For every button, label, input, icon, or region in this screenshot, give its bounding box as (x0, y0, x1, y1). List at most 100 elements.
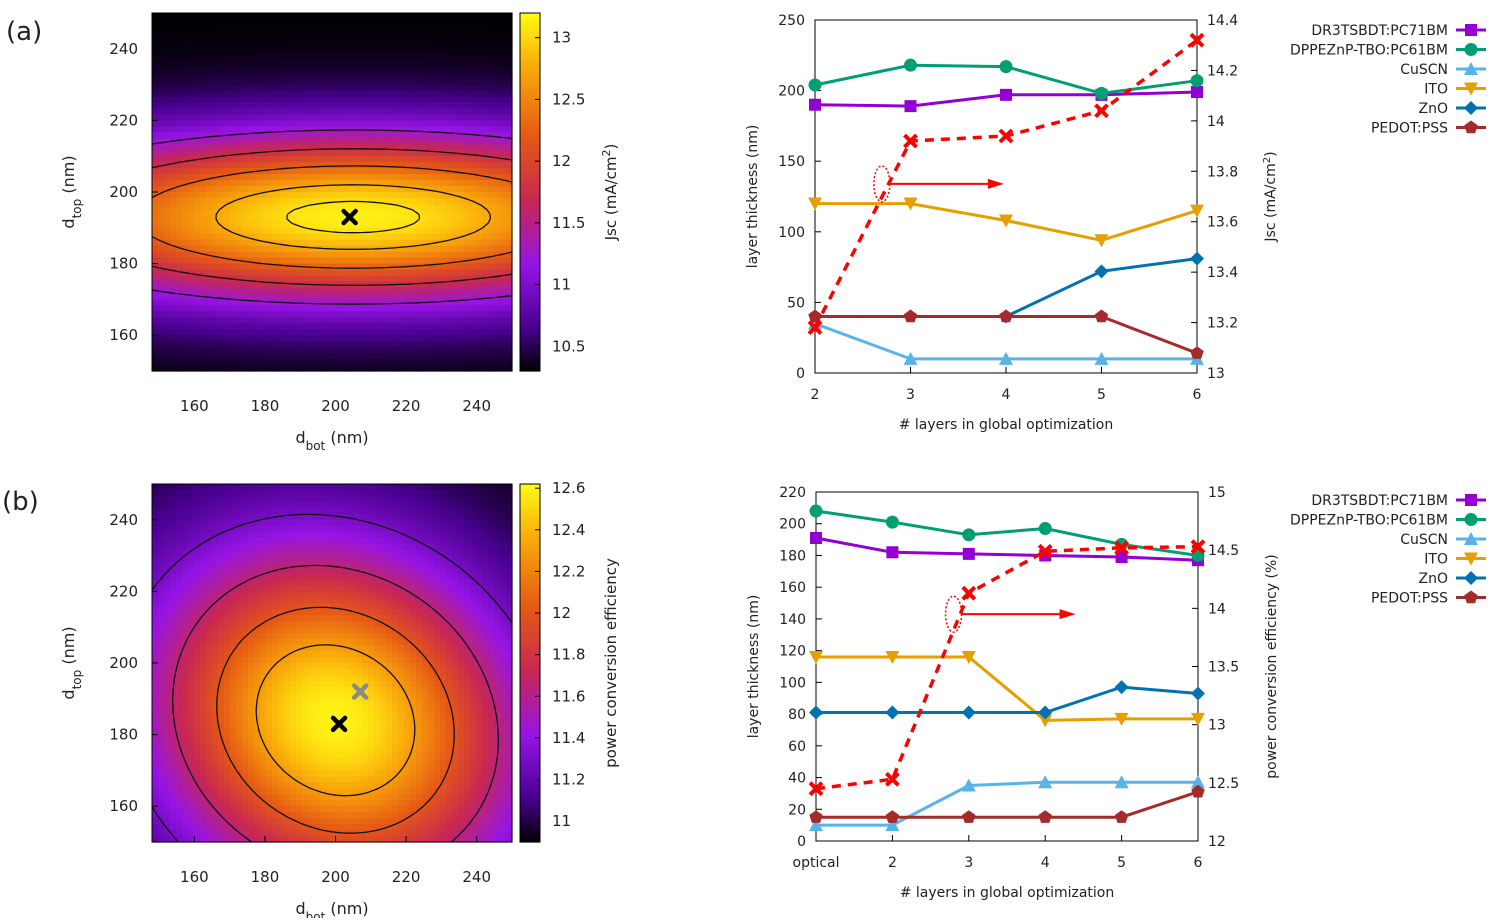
heatmap-cell (386, 234, 393, 241)
heatmap-cell (266, 37, 273, 44)
heatmap-cell (176, 717, 183, 724)
heatmap-cell (404, 73, 411, 80)
heatmap-cell (476, 299, 483, 306)
heatmap-cell (260, 764, 267, 771)
heatmap-cell (446, 353, 453, 360)
heatmap-cell (152, 347, 159, 354)
heatmap-cell (254, 43, 261, 50)
heatmap-cell (260, 490, 267, 497)
heatmap-cell (326, 287, 333, 294)
heatmap-cell (488, 13, 495, 20)
heatmap-cell (284, 31, 291, 38)
heatmap-cell (254, 126, 261, 133)
heatmap-cell (152, 574, 159, 581)
heatmap-cell (482, 37, 489, 44)
heatmap-cell (242, 270, 249, 277)
heatmap-cell (470, 150, 477, 157)
heatmap-cell (272, 31, 279, 38)
heatmap-cell (380, 347, 387, 354)
heatmap-cell (254, 353, 261, 360)
heatmap-cell (440, 305, 447, 312)
heatmap-cell (224, 550, 231, 557)
heatmap-cell (290, 114, 297, 121)
heatmap-cell (302, 317, 309, 324)
heatmap-cell (260, 711, 267, 718)
heatmap-cell (470, 216, 477, 223)
heatmap-cell (248, 97, 255, 104)
heatmap-cell (278, 198, 285, 205)
heatmap-cell (200, 31, 207, 38)
heatmap-cell (212, 502, 219, 509)
heatmap-cell (320, 150, 327, 157)
heatmap-cell (230, 73, 237, 80)
heatmap-cell (152, 651, 159, 658)
heatmap-cell (164, 359, 171, 366)
heatmap-cell (230, 19, 237, 26)
heatmap-cell (350, 228, 357, 235)
heatmap-cell (386, 270, 393, 277)
heatmap-cell (428, 79, 435, 86)
heatmap-cell (494, 287, 501, 294)
heatmap-cell (458, 174, 465, 181)
heatmap-cell (368, 73, 375, 80)
heatmap-cell (152, 335, 159, 342)
heatmap-cell (218, 776, 225, 783)
heatmap-cell (266, 120, 273, 127)
heatmap-cell (458, 103, 465, 110)
heatmap-cell (188, 657, 195, 664)
heatmap-cell (224, 67, 231, 74)
heatmap-cell (380, 79, 387, 86)
heatmap-cell (236, 758, 243, 765)
heatmap-cell (176, 806, 183, 813)
heatmap-cell (500, 204, 507, 211)
heatmap-cell (260, 502, 267, 509)
heatmap-cell (242, 723, 249, 730)
heatmap-cell (188, 687, 195, 694)
heatmap-cell (356, 37, 363, 44)
heatmap-cell (452, 270, 459, 277)
heatmap-cell (296, 341, 303, 348)
heatmap-cell (434, 97, 441, 104)
heatmap-cell (380, 234, 387, 241)
heatmap-cell (338, 67, 345, 74)
heatmap-cell (164, 717, 171, 724)
heatmap-cell (458, 91, 465, 98)
heatmap-cell (218, 603, 225, 610)
heatmap-cell (434, 156, 441, 163)
heatmap-cell (182, 597, 189, 604)
heatmap-cell (224, 484, 231, 491)
heatmap-cell (152, 120, 159, 127)
heatmap-cell (176, 114, 183, 121)
heatmap-cell (380, 49, 387, 56)
heatmap-cell (266, 55, 273, 62)
heatmap-cell (350, 25, 357, 32)
heatmap-cell (254, 669, 261, 676)
heatmap-cell (500, 222, 507, 229)
heatmap-cell (218, 55, 225, 62)
heatmap-cell (404, 180, 411, 187)
heatmap-cell (284, 156, 291, 163)
heatmap-cell (308, 341, 315, 348)
heatmap-cell (152, 79, 159, 86)
colorbar-cell (520, 295, 540, 300)
heatmap-cell (254, 735, 261, 742)
heatmap-cell (206, 735, 213, 742)
x-tick-label: 240 (462, 397, 491, 415)
heatmap-cell (158, 49, 165, 56)
heatmap-cell (380, 61, 387, 68)
heatmap-cell (494, 85, 501, 92)
heatmap-cell (350, 317, 357, 324)
heatmap-cell (314, 13, 321, 20)
heatmap-cell (296, 150, 303, 157)
heatmap-cell (254, 776, 261, 783)
heatmap-cell (308, 108, 315, 115)
heatmap-cell (320, 91, 327, 98)
heatmap-cell (170, 234, 177, 241)
heatmap-cell (206, 651, 213, 658)
heatmap-cell (206, 496, 213, 503)
heatmap-cell (476, 31, 483, 38)
heatmap-cell (458, 317, 465, 324)
heatmap-cell (206, 264, 213, 271)
heatmap-cell (170, 323, 177, 330)
heatmap-cell (308, 156, 315, 163)
